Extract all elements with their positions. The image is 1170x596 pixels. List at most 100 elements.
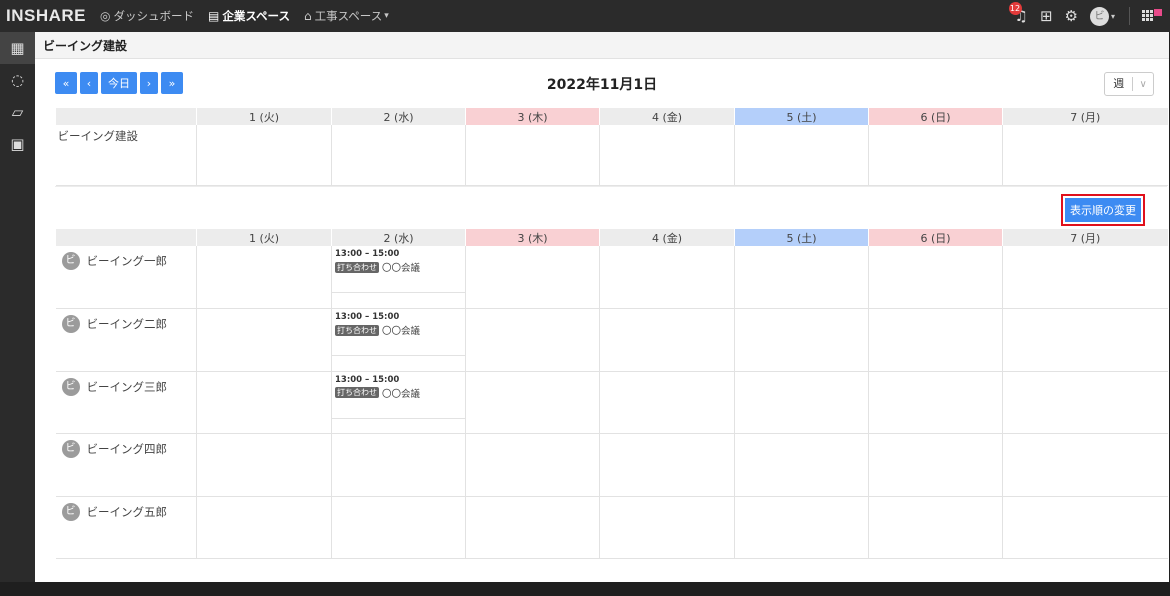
day-cell[interactable] [868, 371, 1003, 434]
nav-company-space[interactable]: ▤ 企業スペース [208, 8, 290, 24]
member-name: ビーイング三郎 [86, 379, 168, 394]
day-cell[interactable] [1002, 496, 1168, 559]
chat-icon[interactable]: ◌ [10, 71, 25, 89]
chevron-down-icon[interactable]: ▾ [1110, 11, 1115, 21]
next-button[interactable]: › [140, 72, 158, 94]
day-cell[interactable] [734, 371, 869, 434]
gift-icon[interactable]: ⊞ [1039, 7, 1053, 25]
day-cell[interactable] [465, 308, 600, 372]
day-cell[interactable] [331, 125, 466, 186]
member-name: ビーイング五郎 [86, 504, 168, 519]
nav-company-space-label: 企業スペース [222, 9, 290, 23]
day-cell[interactable] [465, 496, 600, 559]
user-avatar[interactable]: ビ [1089, 6, 1109, 26]
company-calendar: 1 (火) 2 (水) 3 (木) 4 (金) 5 (土) 6 (日) 7 (月… [55, 108, 1168, 186]
member-name: ビーイング一郎 [86, 254, 168, 268]
top-bar: INSHARE ◎ ダッシュボード ▤ 企業スペース ⌂ 工事スペース ▾ ♫ … [0, 0, 1170, 32]
day-cell[interactable] [599, 246, 735, 309]
day-cell[interactable] [599, 371, 735, 434]
prev-button[interactable]: ‹ [80, 72, 98, 94]
day-header: 3 (木) [465, 108, 600, 125]
member-row: ビビーイング二郎 13:00 – 15:00 打ち合わせ 〇〇会議 [55, 308, 1168, 372]
today-button[interactable]: 今日 [101, 72, 137, 94]
day-cell[interactable] [331, 496, 466, 559]
day-cell[interactable] [868, 246, 1003, 309]
day-cell[interactable]: 13:00 – 15:00 打ち合わせ 〇〇会議 [331, 308, 466, 372]
member-cell: ビビーイング五郎 [55, 496, 197, 559]
chevron-down-icon: ∨ [1139, 78, 1147, 90]
day-header: 2 (水) [331, 108, 466, 125]
day-cell[interactable] [1002, 371, 1168, 434]
day-header: 6 (日) [868, 229, 1003, 246]
day-cell[interactable] [1002, 308, 1168, 372]
view-select-value: 週 [1105, 77, 1134, 91]
day-cell[interactable] [734, 125, 869, 186]
avatar: ビ [61, 377, 80, 396]
day-cell[interactable] [599, 308, 735, 372]
member-cell: ビビーイング一郎 [55, 246, 197, 309]
day-header: 6 (日) [868, 108, 1003, 125]
calendar-icon[interactable]: ▦ [0, 32, 35, 64]
day-header: 5 (土) [734, 229, 869, 246]
last-button[interactable]: » [161, 72, 183, 94]
day-header-row: 1 (火) 2 (水) 3 (木) 4 (金) 5 (土) 6 (日) 7 (月… [55, 229, 1168, 246]
dashboard-icon: ◎ [100, 9, 111, 23]
event-item[interactable]: 13:00 – 15:00 打ち合わせ 〇〇会議 [332, 309, 465, 356]
day-cell[interactable] [599, 433, 735, 497]
day-header: 3 (木) [465, 229, 600, 246]
day-cell[interactable] [196, 308, 332, 372]
day-cell[interactable] [868, 125, 1003, 186]
day-header: 1 (火) [196, 229, 332, 246]
day-cell[interactable] [734, 308, 869, 372]
day-cell[interactable]: 13:00 – 15:00 打ち合わせ 〇〇会議 [331, 246, 466, 309]
order-button-highlight: 表示順の変更 [1061, 194, 1145, 226]
apps-grid-icon[interactable] [1142, 9, 1162, 22]
day-cell[interactable] [734, 246, 869, 309]
day-cell[interactable] [465, 246, 600, 309]
day-header: 4 (金) [599, 229, 735, 246]
event-item[interactable]: 13:00 – 15:00 打ち合わせ 〇〇会議 [332, 372, 465, 419]
day-header: 5 (土) [734, 108, 869, 125]
member-row: ビビーイング四郎 [55, 433, 1168, 497]
notification-button[interactable]: ♫ 12 [1008, 2, 1028, 25]
day-cell[interactable]: 13:00 – 15:00 打ち合わせ 〇〇会議 [331, 371, 466, 434]
day-cell[interactable] [868, 433, 1003, 497]
event-category-badge: 打ち合わせ [335, 387, 379, 398]
document-icon[interactable]: ▣ [10, 135, 25, 153]
change-order-button[interactable]: 表示順の変更 [1065, 198, 1141, 222]
folder-icon[interactable]: ▱ [11, 103, 24, 121]
day-header: 4 (金) [599, 108, 735, 125]
company-name: ビーイング建設 [57, 129, 139, 143]
nav-construction-space[interactable]: ⌂ 工事スペース ▾ [304, 8, 389, 24]
day-cell[interactable] [196, 125, 332, 186]
day-cell[interactable] [196, 433, 332, 497]
day-header: 7 (月) [1002, 108, 1168, 125]
day-cell[interactable] [734, 433, 869, 497]
day-cell[interactable] [1002, 125, 1168, 186]
day-cell[interactable] [465, 125, 600, 186]
notification-badge: 12 [1008, 2, 1022, 15]
day-cell[interactable] [331, 433, 466, 497]
day-cell[interactable] [1002, 433, 1168, 497]
day-cell[interactable] [599, 496, 735, 559]
day-cell[interactable] [1002, 246, 1168, 309]
member-cell: ビビーイング四郎 [55, 433, 197, 497]
day-cell[interactable] [599, 125, 735, 186]
gear-icon[interactable]: ⚙ [1064, 7, 1078, 25]
first-button[interactable]: « [55, 72, 77, 94]
app-logo[interactable]: INSHARE [6, 6, 87, 25]
day-cell[interactable] [196, 371, 332, 434]
day-cell[interactable] [868, 308, 1003, 372]
day-cell[interactable] [734, 496, 869, 559]
day-cell[interactable] [196, 496, 332, 559]
nav-dashboard[interactable]: ◎ ダッシュボード [100, 8, 194, 24]
event-item[interactable]: 13:00 – 15:00 打ち合わせ 〇〇会議 [332, 246, 465, 293]
day-cell[interactable] [196, 246, 332, 309]
day-cell[interactable] [465, 433, 600, 497]
member-cell: ビビーイング二郎 [55, 308, 197, 372]
day-cell[interactable] [465, 371, 600, 434]
date-title: 2022年11月1日 [546, 77, 658, 93]
building-icon: ▤ [208, 9, 220, 23]
view-select[interactable]: 週 ∨ [1104, 72, 1154, 96]
day-cell[interactable] [868, 496, 1003, 559]
